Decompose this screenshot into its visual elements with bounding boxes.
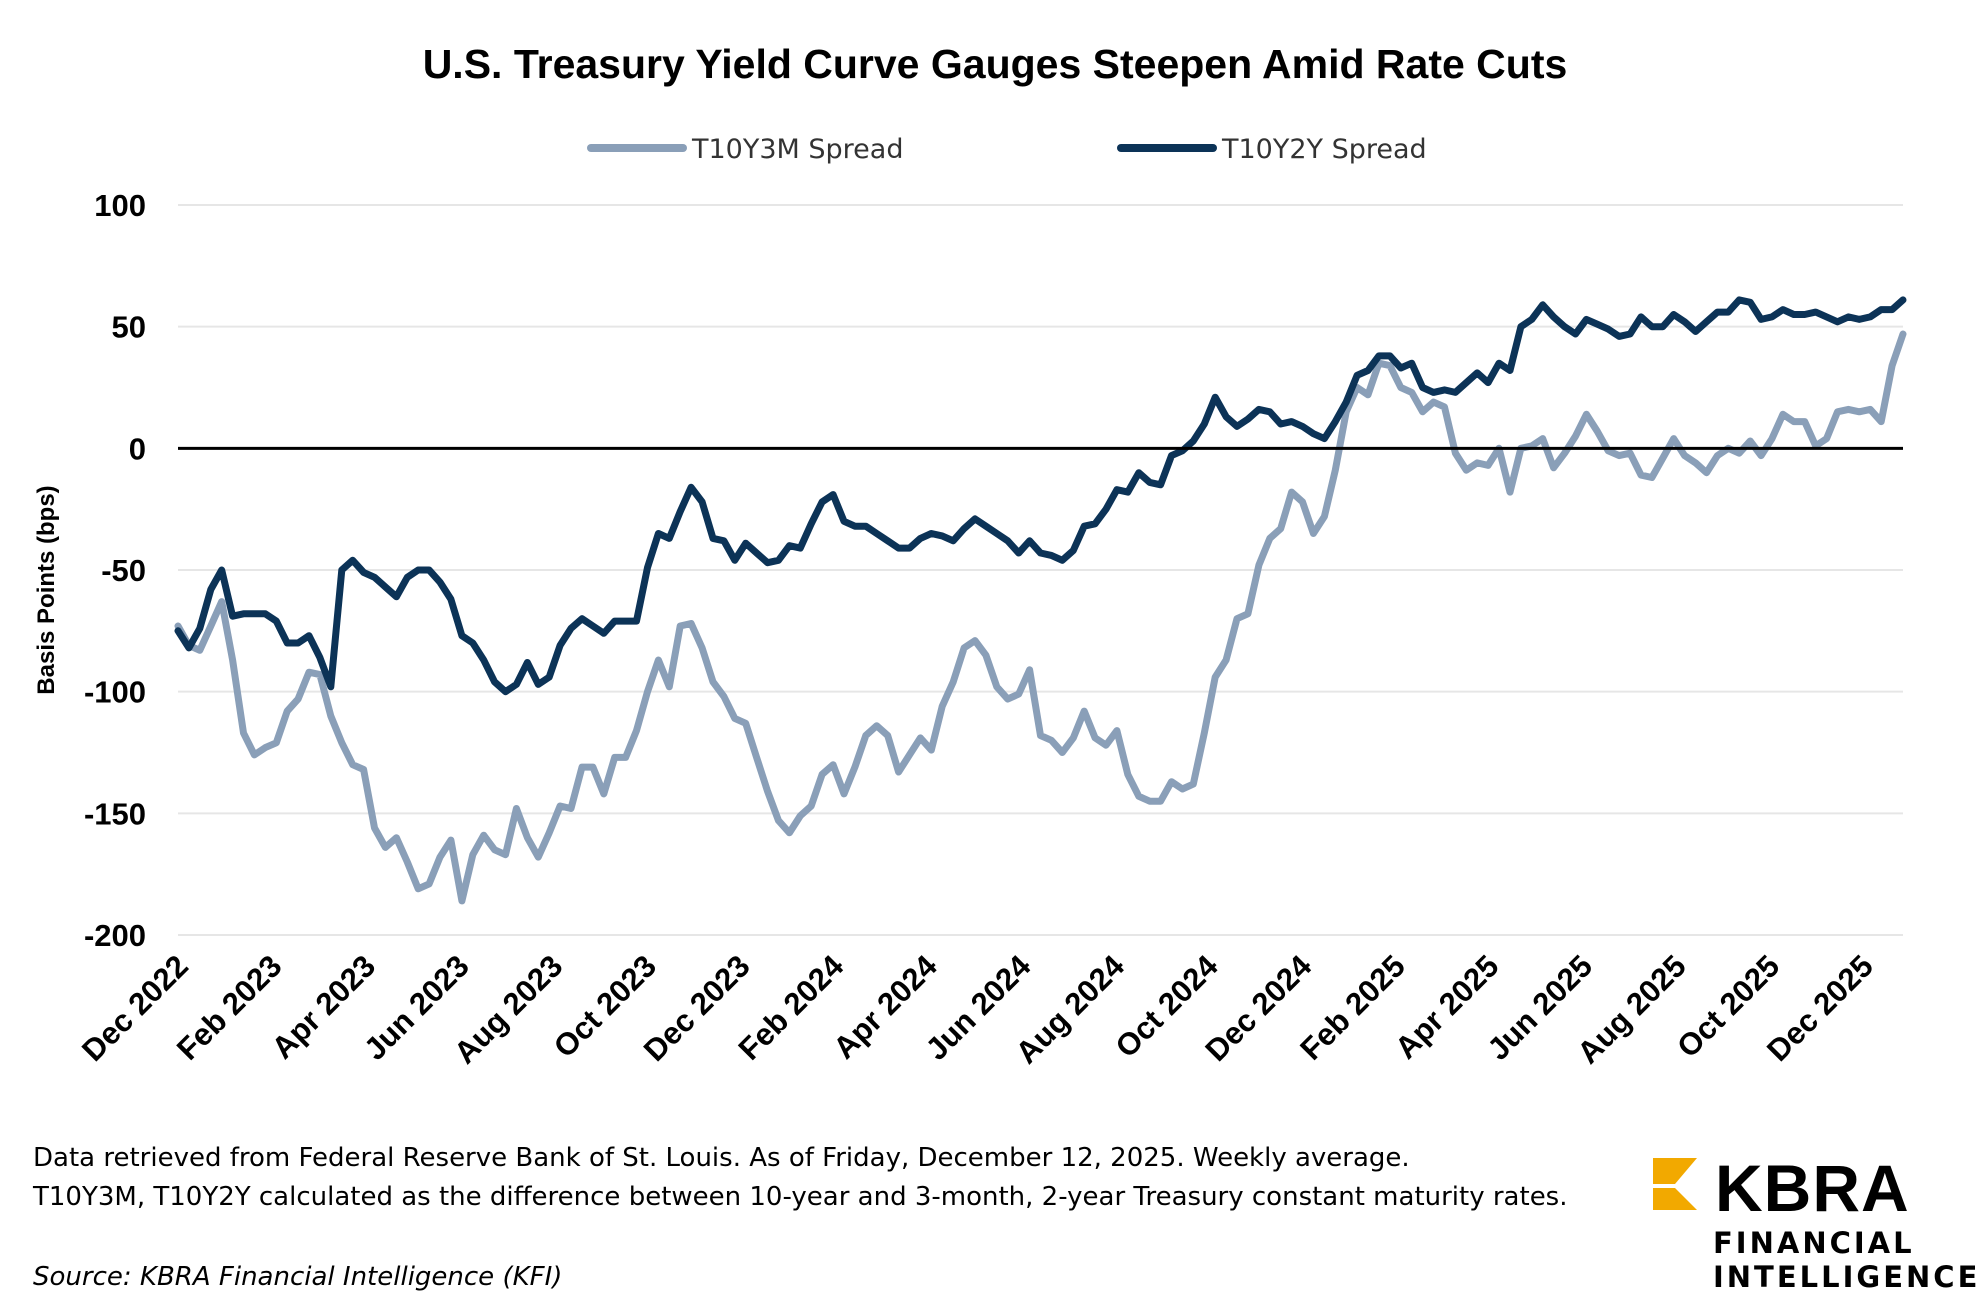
logo-line-1: FINANCIAL: [1713, 1226, 1915, 1260]
gridlines: [178, 204, 1903, 936]
chart-title: U.S. Treasury Yield Curve Gauges Steepen…: [423, 41, 1568, 87]
series-line-t10y3m: [174, 330, 1907, 905]
y-tick-label: -100: [84, 675, 146, 710]
logo-line-2: INTELLIGENCE: [1713, 1260, 1981, 1294]
footnote-line-2: T10Y3M, T10Y2Y calculated as the differe…: [33, 1182, 1568, 1212]
series-lines: [174, 296, 1907, 905]
kbra-logo: KBRA FINANCIAL INTELLIGENCE: [1653, 1151, 1977, 1298]
legend-label-t10y3m: T10Y3M Spread: [691, 134, 903, 165]
legend-label-t10y2y: T10Y2Y Spread: [1221, 134, 1427, 165]
footnote-line-1: Data retrieved from Federal Reserve Bank…: [33, 1143, 1410, 1173]
y-tick-label: 0: [129, 431, 146, 466]
y-tick-label: -150: [84, 796, 146, 831]
y-tick-label: 100: [94, 188, 146, 223]
kbra-logo-mark-icon: [1653, 1158, 1697, 1210]
y-axis-ticks: 100 50 0 -50 -100 -150 -200: [84, 188, 146, 953]
x-tick-label: Feb 2024: [732, 948, 851, 1067]
y-tick-label: -50: [101, 553, 146, 588]
logo-brand-text: KBRA: [1715, 1151, 1910, 1225]
legend: T10Y3M Spread T10Y2Y Spread: [587, 134, 1427, 165]
source-note: Source: KBRA Financial Intelligence (KFI…: [33, 1262, 563, 1292]
y-tick-label: -200: [84, 918, 146, 953]
y-tick-label: 50: [112, 310, 146, 345]
series-line-t10y2y: [174, 296, 1907, 696]
y-axis-label: Basis Points (bps): [33, 485, 60, 694]
